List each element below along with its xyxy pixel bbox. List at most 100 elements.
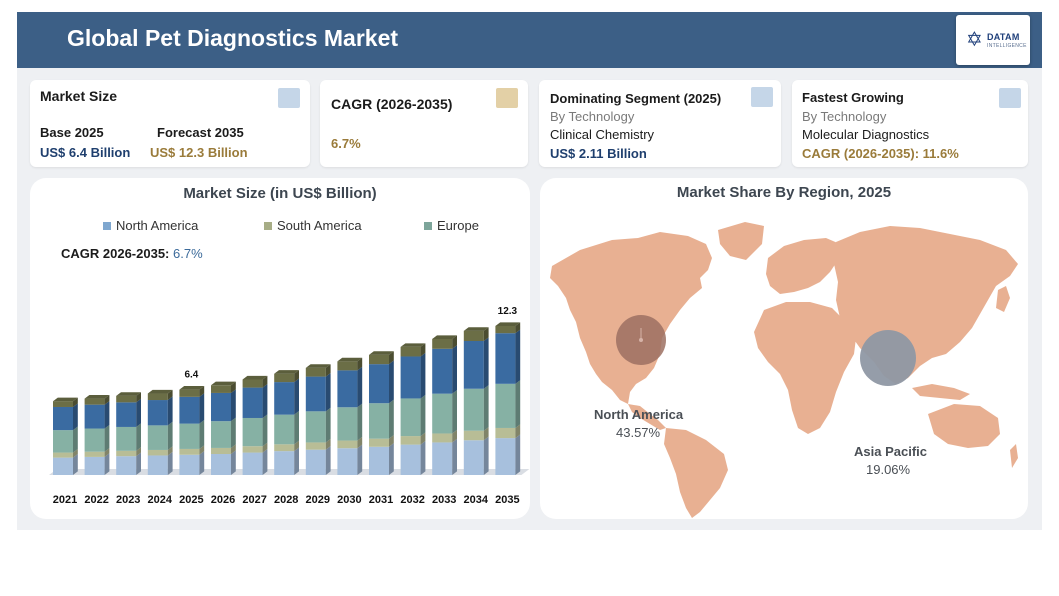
bar-segment[interactable]	[305, 411, 326, 443]
data-label: 6.4	[184, 370, 198, 381]
bar-segment[interactable]	[369, 446, 389, 475]
bar-segment[interactable]	[495, 333, 516, 384]
bar-segment-side	[262, 442, 268, 453]
bar-segment[interactable]	[116, 395, 137, 403]
bar-segment[interactable]	[432, 433, 453, 443]
bar-segment[interactable]	[337, 370, 358, 408]
bar-segment[interactable]	[84, 428, 105, 452]
bar-top	[53, 397, 78, 402]
bar-segment[interactable]	[179, 423, 200, 449]
bar-segment[interactable]	[400, 436, 421, 445]
bar-segment[interactable]	[84, 451, 105, 457]
bar-segment-side	[136, 423, 141, 451]
bar-segment[interactable]	[495, 427, 516, 439]
bar-segment[interactable]	[116, 450, 137, 457]
bar-segment[interactable]	[179, 454, 200, 475]
bar-segment[interactable]	[495, 438, 516, 475]
bar-segment[interactable]	[147, 393, 168, 401]
bar-segment[interactable]	[337, 440, 358, 449]
bar-segment[interactable]	[369, 364, 389, 404]
bar-segment[interactable]	[53, 430, 73, 453]
legend-item-north-america[interactable]: North America	[103, 218, 198, 233]
bar-segment[interactable]	[53, 401, 73, 407]
bar-segment[interactable]	[147, 455, 168, 475]
legend-item-europe[interactable]: Europe	[424, 218, 479, 233]
bar-segment-side	[199, 451, 205, 475]
south-america-shape	[664, 428, 728, 518]
bar-segment[interactable]	[463, 330, 484, 341]
bar-segment[interactable]	[369, 354, 389, 365]
bar-segment[interactable]	[400, 444, 421, 475]
bar-segment[interactable]	[116, 402, 137, 427]
bar-segment-side	[73, 448, 78, 458]
dominating-value: US$ 2.11 Billion	[550, 146, 647, 161]
bar-segment[interactable]	[400, 346, 421, 357]
bar-segment[interactable]	[305, 442, 326, 450]
bar-segment[interactable]	[432, 393, 453, 434]
card-color-square	[278, 88, 300, 108]
bar-segment-side	[483, 337, 489, 389]
bar-segment[interactable]	[305, 376, 326, 412]
bar-segment[interactable]	[337, 361, 358, 371]
bar-segment[interactable]	[242, 452, 263, 475]
x-tick-label: 2027	[242, 494, 266, 506]
bar-segment[interactable]	[337, 448, 358, 475]
bar-segment[interactable]	[53, 452, 73, 458]
company-logo[interactable]: ✡ DATAM INTELLIGENCE	[956, 15, 1030, 65]
bar-segment[interactable]	[84, 404, 105, 429]
bar-segment-side	[136, 447, 141, 457]
map-title: Market Share By Region, 2025	[676, 184, 892, 201]
bar-segment[interactable]	[84, 456, 105, 475]
bar-segment[interactable]	[432, 348, 453, 394]
bar-segment[interactable]	[179, 396, 200, 424]
bar-segment[interactable]	[242, 417, 263, 447]
bar-segment[interactable]	[211, 421, 231, 448]
bar-segment[interactable]	[116, 456, 137, 475]
bar-segment[interactable]	[432, 442, 453, 475]
bar-segment[interactable]	[337, 407, 358, 441]
bar-segment[interactable]	[53, 406, 73, 431]
bar-segment[interactable]	[179, 448, 200, 455]
bar-segment[interactable]	[432, 338, 453, 349]
bar-segment-side	[389, 399, 394, 439]
bar-segment[interactable]	[274, 373, 295, 383]
bar-segment-side	[452, 390, 457, 434]
bar-segment[interactable]	[211, 385, 231, 393]
bar-segment[interactable]	[242, 446, 263, 453]
bar-segment[interactable]	[369, 438, 389, 447]
bar-segment[interactable]	[211, 392, 231, 422]
bar-segment[interactable]	[147, 425, 168, 450]
bar-segment[interactable]	[463, 388, 484, 431]
bar-segment[interactable]	[116, 426, 137, 451]
x-tick-label: 2034	[464, 494, 489, 506]
legend-item-south-america[interactable]: South America	[264, 218, 362, 233]
bar-segment-side	[199, 445, 205, 455]
bar-segment[interactable]	[147, 449, 168, 456]
bar-segment[interactable]	[274, 451, 295, 475]
bar-segment[interactable]	[463, 430, 484, 441]
x-tick-label: 2028	[274, 494, 298, 506]
bar-segment[interactable]	[84, 398, 105, 405]
bar-segment[interactable]	[463, 340, 484, 389]
bar-segment[interactable]	[179, 389, 200, 397]
bar-top	[242, 375, 268, 380]
bar-segment[interactable]	[147, 400, 168, 426]
bar-segment[interactable]	[369, 403, 389, 439]
bar-segment[interactable]	[274, 444, 295, 452]
bar-segment[interactable]	[242, 387, 263, 418]
bar-segment[interactable]	[400, 356, 421, 399]
bar-segment[interactable]	[211, 454, 231, 475]
bar-segment-side	[420, 432, 426, 445]
bar-segment[interactable]	[400, 398, 421, 437]
bar-segment[interactable]	[274, 382, 295, 415]
bar-segment[interactable]	[305, 449, 326, 475]
bar-segment[interactable]	[495, 325, 516, 334]
bar-segment[interactable]	[53, 457, 73, 475]
bar-segment[interactable]	[211, 447, 231, 455]
bar-segment[interactable]	[495, 383, 516, 428]
bar-segment[interactable]	[463, 440, 484, 475]
bar-segment-side	[167, 396, 173, 426]
bar-segment[interactable]	[274, 414, 295, 445]
bar-segment[interactable]	[242, 379, 263, 388]
bar-segment[interactable]	[305, 367, 326, 377]
